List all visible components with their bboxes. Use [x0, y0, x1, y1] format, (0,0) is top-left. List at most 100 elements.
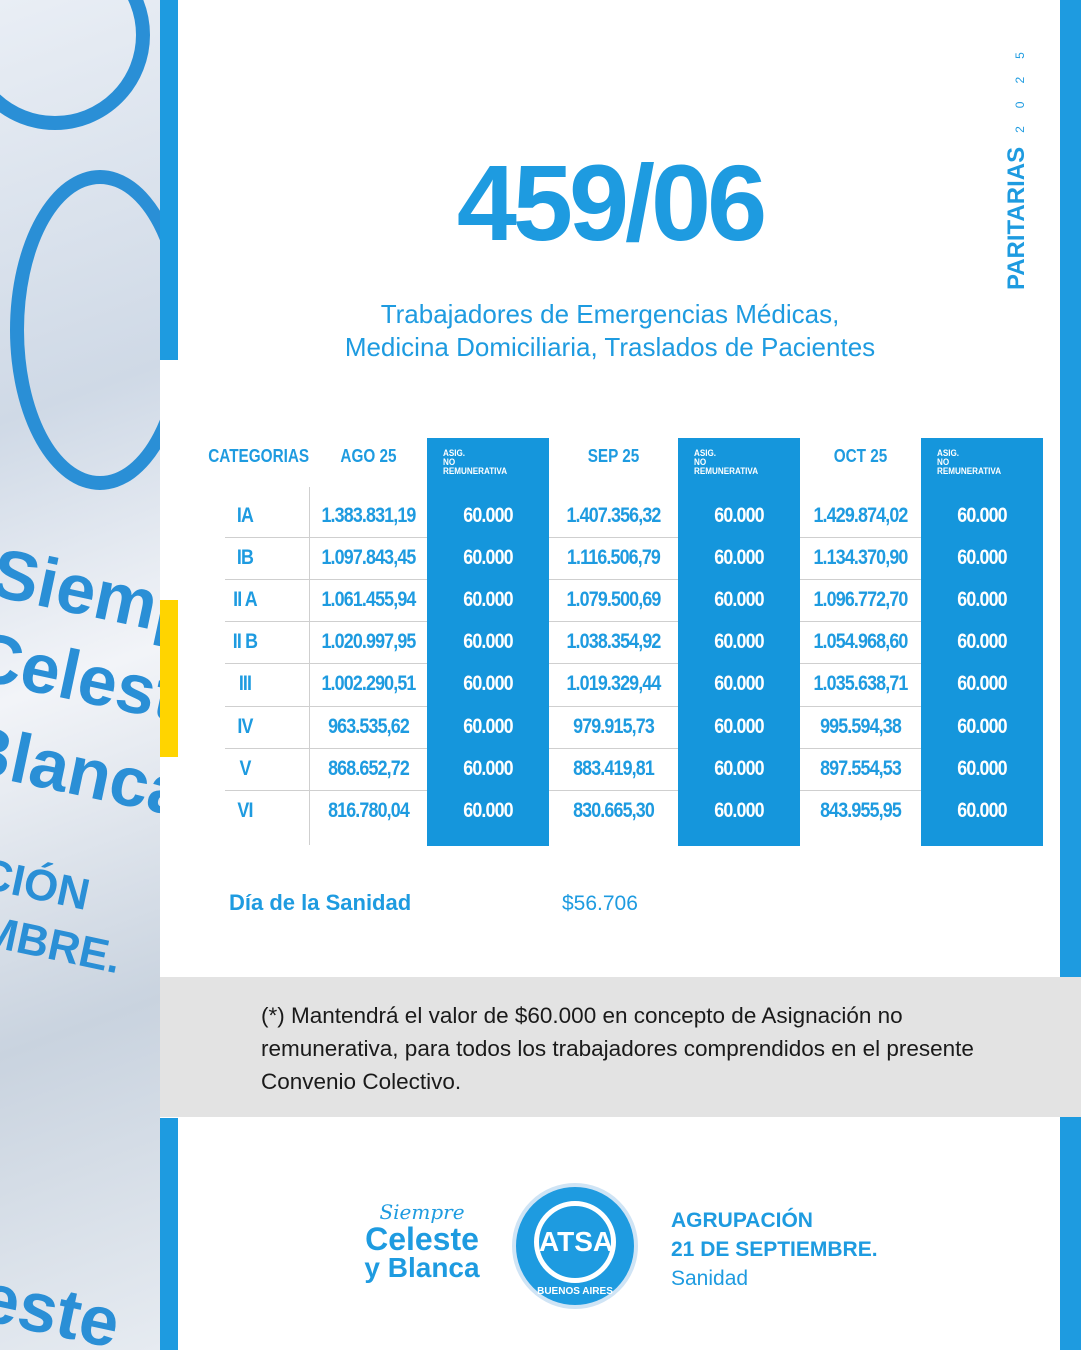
- table-cell: 60.000: [463, 714, 513, 738]
- subtitle-line: Medicina Domiciliaria, Traslados de Paci…: [344, 332, 876, 362]
- divider: [800, 621, 921, 623]
- table-cell: 60.000: [714, 756, 764, 780]
- left-accent-strip: [160, 0, 178, 360]
- table-cell: 60.000: [957, 630, 1007, 654]
- table-cell: 60.000: [463, 504, 513, 527]
- yellow-accent: [160, 600, 178, 757]
- table-cell: II B: [232, 630, 258, 654]
- table-cell: 979.915,73: [573, 714, 655, 738]
- column-header: ASIG. NO REMUNERATIVA: [443, 448, 508, 476]
- page-subtitle: Trabajadores de Emergencias Médicas, Med…: [160, 298, 1060, 364]
- table-cell: 60.000: [714, 798, 764, 822]
- table-cell: 1.019.329,44: [566, 672, 661, 696]
- table-cell: 60.000: [957, 714, 1007, 738]
- divider: [225, 537, 427, 539]
- table-cell: 1.383.831,19: [321, 504, 416, 527]
- table-cell: IV: [237, 714, 253, 738]
- table-cell: 60.000: [463, 546, 513, 570]
- table-cell: 1.035.638,71: [813, 672, 908, 696]
- column-header: SEP 25: [587, 446, 640, 466]
- table-cell: 60.000: [714, 672, 764, 696]
- table-cell: 1.134.370,90: [813, 546, 908, 570]
- divider: [225, 789, 427, 791]
- column-header: CATEGORIAS: [208, 446, 310, 466]
- table-cell: 60.000: [463, 588, 513, 612]
- table-cell: 60.000: [957, 798, 1007, 822]
- table-cell: 995.594,38: [820, 714, 902, 738]
- background-photo-flags: Siempre Celeste Blanca CIÓN MBRE. este: [0, 0, 160, 1350]
- table-cell: 60.000: [957, 588, 1007, 612]
- table-cell: 60.000: [957, 672, 1007, 696]
- table-cell: 883.419,81: [573, 756, 655, 780]
- table-cell: 60.000: [714, 630, 764, 654]
- divider: [225, 705, 427, 707]
- divider: [225, 579, 427, 581]
- table-cell: IB: [236, 546, 254, 570]
- table-cell: 1.061.455,94: [321, 588, 416, 612]
- table-cell: III: [238, 672, 252, 696]
- asig-column-bg: [678, 438, 800, 846]
- divider: [225, 663, 427, 665]
- table-cell: VI: [237, 798, 253, 822]
- table-cell: 60.000: [957, 504, 1007, 527]
- divider: [225, 747, 427, 749]
- table-cell: 60.000: [463, 630, 513, 654]
- column-header: ASIG. NO REMUNERATIVA: [694, 448, 759, 476]
- divider: [800, 789, 921, 791]
- right-accent-bar: [1060, 0, 1081, 1350]
- table-cell: 843.955,95: [820, 798, 902, 822]
- logo-line: y Blanca: [364, 1252, 480, 1283]
- table-cell: 60.000: [714, 588, 764, 612]
- table-cell: 60.000: [714, 546, 764, 570]
- divider: [225, 621, 427, 623]
- seal-subtext: BUENOS AIRES: [537, 1286, 613, 1297]
- dia-sanidad-label: Día de la Sanidad: [229, 890, 412, 915]
- organization-name: AGRUPACIÓN 21 DE SEPTIEMBRE. Sanidad: [671, 1206, 878, 1293]
- asig-column-bg: [427, 438, 549, 846]
- divider: [549, 537, 678, 539]
- atsa-seal-logo: ATSA BUENOS AIRES: [512, 1183, 638, 1309]
- divider: [549, 747, 678, 749]
- left-accent-strip: [160, 1118, 178, 1350]
- divider: [800, 705, 921, 707]
- table-cell: 60.000: [714, 714, 764, 738]
- table-cell: 830.665,30: [573, 798, 655, 822]
- footnote-box: (*) Mantendrá el valor de $60.000 en con…: [160, 977, 1081, 1117]
- subtitle-line: Trabajadores de Emergencias Médicas,: [380, 299, 840, 329]
- divider: [549, 789, 678, 791]
- table-cell: 1.116.506,79: [566, 546, 661, 570]
- table-cell: 1.038.354,92: [566, 630, 661, 654]
- divider: [549, 663, 678, 665]
- table-cell: 868.652,72: [328, 756, 410, 780]
- logo-line: Siempre: [379, 1200, 465, 1224]
- table-cell: 60.000: [463, 756, 513, 780]
- seal-text: ATSA: [534, 1201, 616, 1283]
- table-cell: 963.535,62: [328, 714, 410, 738]
- table-cell: 1.002.290,51: [321, 672, 416, 696]
- table-cell: 60.000: [957, 546, 1007, 570]
- table-cell: V: [239, 756, 251, 780]
- table-cell: II A: [233, 588, 258, 612]
- table-cell: 1.054.968,60: [813, 630, 908, 654]
- divider: [800, 663, 921, 665]
- divider: [309, 487, 310, 845]
- table-cell: 1.407.356,32: [566, 504, 661, 527]
- org-line: Sanidad: [671, 1267, 749, 1290]
- side-label-year: 2025: [1013, 34, 1027, 133]
- table-cell: IA: [236, 504, 254, 527]
- table-cell: 816.780,04: [328, 798, 410, 822]
- divider: [800, 579, 921, 581]
- divider: [800, 537, 921, 539]
- table-cell: 60.000: [463, 672, 513, 696]
- footnote-text: (*) Mantendrá el valor de $60.000 en con…: [261, 1003, 974, 1094]
- table-cell: 1.020.997,95: [321, 630, 416, 654]
- column-header: OCT 25: [833, 446, 888, 466]
- table-cell: 60.000: [714, 504, 764, 527]
- page-title: 459/06: [456, 142, 767, 263]
- table-cell: 897.554,53: [820, 756, 902, 780]
- logo-line: Celeste: [365, 1221, 479, 1257]
- org-line: AGRUPACIÓN: [671, 1209, 813, 1232]
- table-cell: 1.096.772,70: [813, 588, 908, 612]
- dia-sanidad-value: $56.706: [562, 892, 638, 915]
- table-cell: 60.000: [957, 756, 1007, 780]
